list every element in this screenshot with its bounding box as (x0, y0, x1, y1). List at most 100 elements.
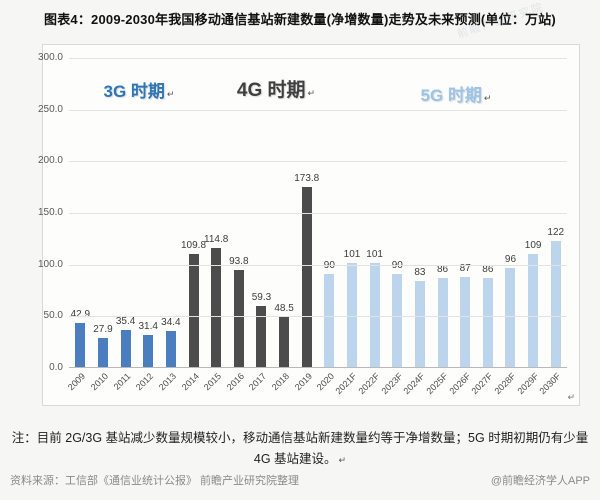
note-line-2-text: 4G 基站建设。 (253, 452, 337, 467)
x-axis-tick-label: 2028F (492, 371, 518, 397)
x-axis-tick-label: 2023F (379, 371, 405, 397)
x-axis-tick-label: 2030F (537, 371, 563, 397)
chart-note: 注：目前 2G/3G 基站减少数量规模较小，移动通信基站新建数量约等于净增数量；… (10, 428, 590, 471)
bar-slot: 101 2022F (357, 58, 386, 396)
bar-2029F (528, 254, 539, 367)
x-axis-tick-label: 2010 (88, 371, 111, 393)
bar-2020 (324, 274, 335, 367)
bar-2027F (482, 278, 493, 367)
bar-value-label: 109.8 (181, 240, 207, 251)
gridline (69, 161, 567, 163)
gridline (69, 213, 567, 214)
y-axis-tick-label: 150.0 (37, 207, 63, 218)
x-axis-tick-label: 2012 (134, 371, 156, 393)
bar-2024F (414, 281, 425, 367)
x-axis-tick-label: 2013 (156, 371, 178, 393)
bar-slot: 34.4 2013 (157, 58, 183, 392)
bar-value-label: 101 (366, 249, 383, 260)
bar-value-label: 35.4 (115, 316, 136, 327)
x-axis-tick-label: 2009 (66, 371, 88, 393)
bar-slot: 101 2021F (334, 58, 364, 396)
bar-2010 (97, 338, 108, 367)
bar-2022F (369, 263, 380, 367)
bar-2030F (550, 241, 561, 367)
bar-slot: 109 2029F (515, 58, 545, 396)
note-line-2: 4G 基站建设。 ↵ (10, 449, 590, 470)
bar-value-label: 34.4 (161, 317, 181, 328)
bar-2028F (505, 268, 516, 367)
y-axis-tick-label: 0.0 (49, 362, 63, 373)
bar-value-label: 42.9 (70, 309, 91, 320)
bar-value-label: 93.8 (229, 256, 249, 267)
bar-2015 (211, 248, 222, 367)
gridline (69, 264, 567, 266)
bar-slot: 87 2026F (447, 58, 477, 396)
bar-slot: 35.4 2011 (112, 58, 137, 392)
bar-2017 (256, 306, 267, 367)
bar-value-label: 83 (414, 267, 426, 278)
x-axis-tick-label: 2026F (447, 371, 473, 397)
credit-text: @前瞻经济学人APP (490, 475, 590, 487)
x-axis-tick-label: 2024F (401, 371, 428, 397)
bar-2021F (347, 263, 357, 367)
y-axis-tick-label: 100.0 (37, 258, 63, 270)
bar-2009 (75, 323, 86, 367)
era-label-3g: 3G 时期 ↵ (79, 77, 199, 102)
bars-container: 42.9 2009 27.9 2010 35.4 2011 31.4 2012 34.4 2013… (66, 58, 567, 396)
x-axis-tick-label: 2018 (269, 371, 292, 393)
gridline (69, 58, 567, 59)
bar-2019 (301, 187, 312, 367)
bar-value-label: 114.8 (204, 234, 229, 245)
era-label-5g-text: 5G 时期 (420, 86, 482, 105)
x-axis-tick-label: 2015 (202, 371, 224, 393)
era-label-4g: 4G 时期 ↵ (211, 75, 341, 102)
return-mark-icon: ↵ (483, 93, 492, 103)
plot-area: 42.9 2009 27.9 2010 35.4 2011 31.4 2012 34.4 2013… (38, 52, 567, 396)
x-axis-tick-label: 2021F (333, 371, 360, 397)
bar-2016 (233, 270, 244, 367)
bar-value-label: 48.5 (274, 303, 294, 314)
footer: 资料来源：工信部《通信业统计公报》 前瞻产业研究院整理 @前瞻经济学人APP (10, 472, 590, 488)
bar-slot: 96 2028F (492, 58, 522, 396)
bar-slot: 86 2027F (470, 58, 500, 396)
x-axis-tick-label: 2022F (356, 371, 382, 397)
bar-2023F (392, 274, 403, 367)
bar-value-label: 86 (437, 264, 449, 275)
return-mark-icon: ↵ (166, 89, 175, 99)
bar-2012 (143, 335, 154, 367)
bar-2018 (279, 317, 290, 367)
source-text: 资料来源：工信部《通信业统计公报》 前瞻产业研究院整理 (10, 475, 300, 487)
bar-slot: 48.5 2018 (270, 58, 296, 392)
x-axis-tick-label: 2014 (179, 371, 201, 393)
note-line-1: 注：目前 2G/3G 基站减少数量规模较小，移动通信基站新建数量约等于净增数量；… (11, 431, 589, 445)
era-label-4g-text: 4G 时期 (236, 80, 306, 101)
x-axis-tick-label: 2016 (224, 371, 246, 393)
bar-slot: 109.8 2014 (179, 58, 207, 392)
bar-slot: 42.9 2009 (66, 58, 92, 392)
x-axis-tick-label: 2029F (515, 371, 541, 397)
era-label-3g-text: 3G 时期 (103, 82, 165, 101)
bar-slot: 114.8 2015 (202, 58, 229, 392)
bar-slot: 122 2030F (538, 58, 567, 396)
chart-panel: 3G 时期 ↵ 4G 时期 ↵ 5G 时期 ↵ 42.9 2009 27.9 2010 35.… (38, 44, 580, 406)
x-axis-tick-label: 2019 (292, 371, 314, 393)
bar-value-label: 86 (482, 264, 494, 275)
bar-2011 (120, 330, 131, 367)
bar-slot: 173.8 2019 (293, 58, 320, 392)
gridline (69, 316, 567, 318)
era-label-5g: 5G 时期 ↵ (391, 81, 521, 106)
bar-slot: 86 2025F (425, 58, 454, 396)
bar-slot: 93.8 2016 (225, 58, 250, 392)
y-axis-tick-label: 300.0 (37, 52, 63, 63)
bar-value-label: 27.9 (93, 324, 113, 335)
bar-2014 (188, 254, 199, 367)
bar-2026F (460, 277, 471, 367)
gridline (69, 109, 567, 111)
return-mark-icon: ↵ (567, 392, 575, 402)
x-axis-tick-label: 2025F (424, 371, 450, 397)
bar-2013 (165, 331, 176, 367)
return-mark-icon: ↵ (338, 455, 347, 466)
bar-slot: 59.3 2017 (247, 58, 273, 392)
bar-value-label: 122 (547, 227, 565, 238)
